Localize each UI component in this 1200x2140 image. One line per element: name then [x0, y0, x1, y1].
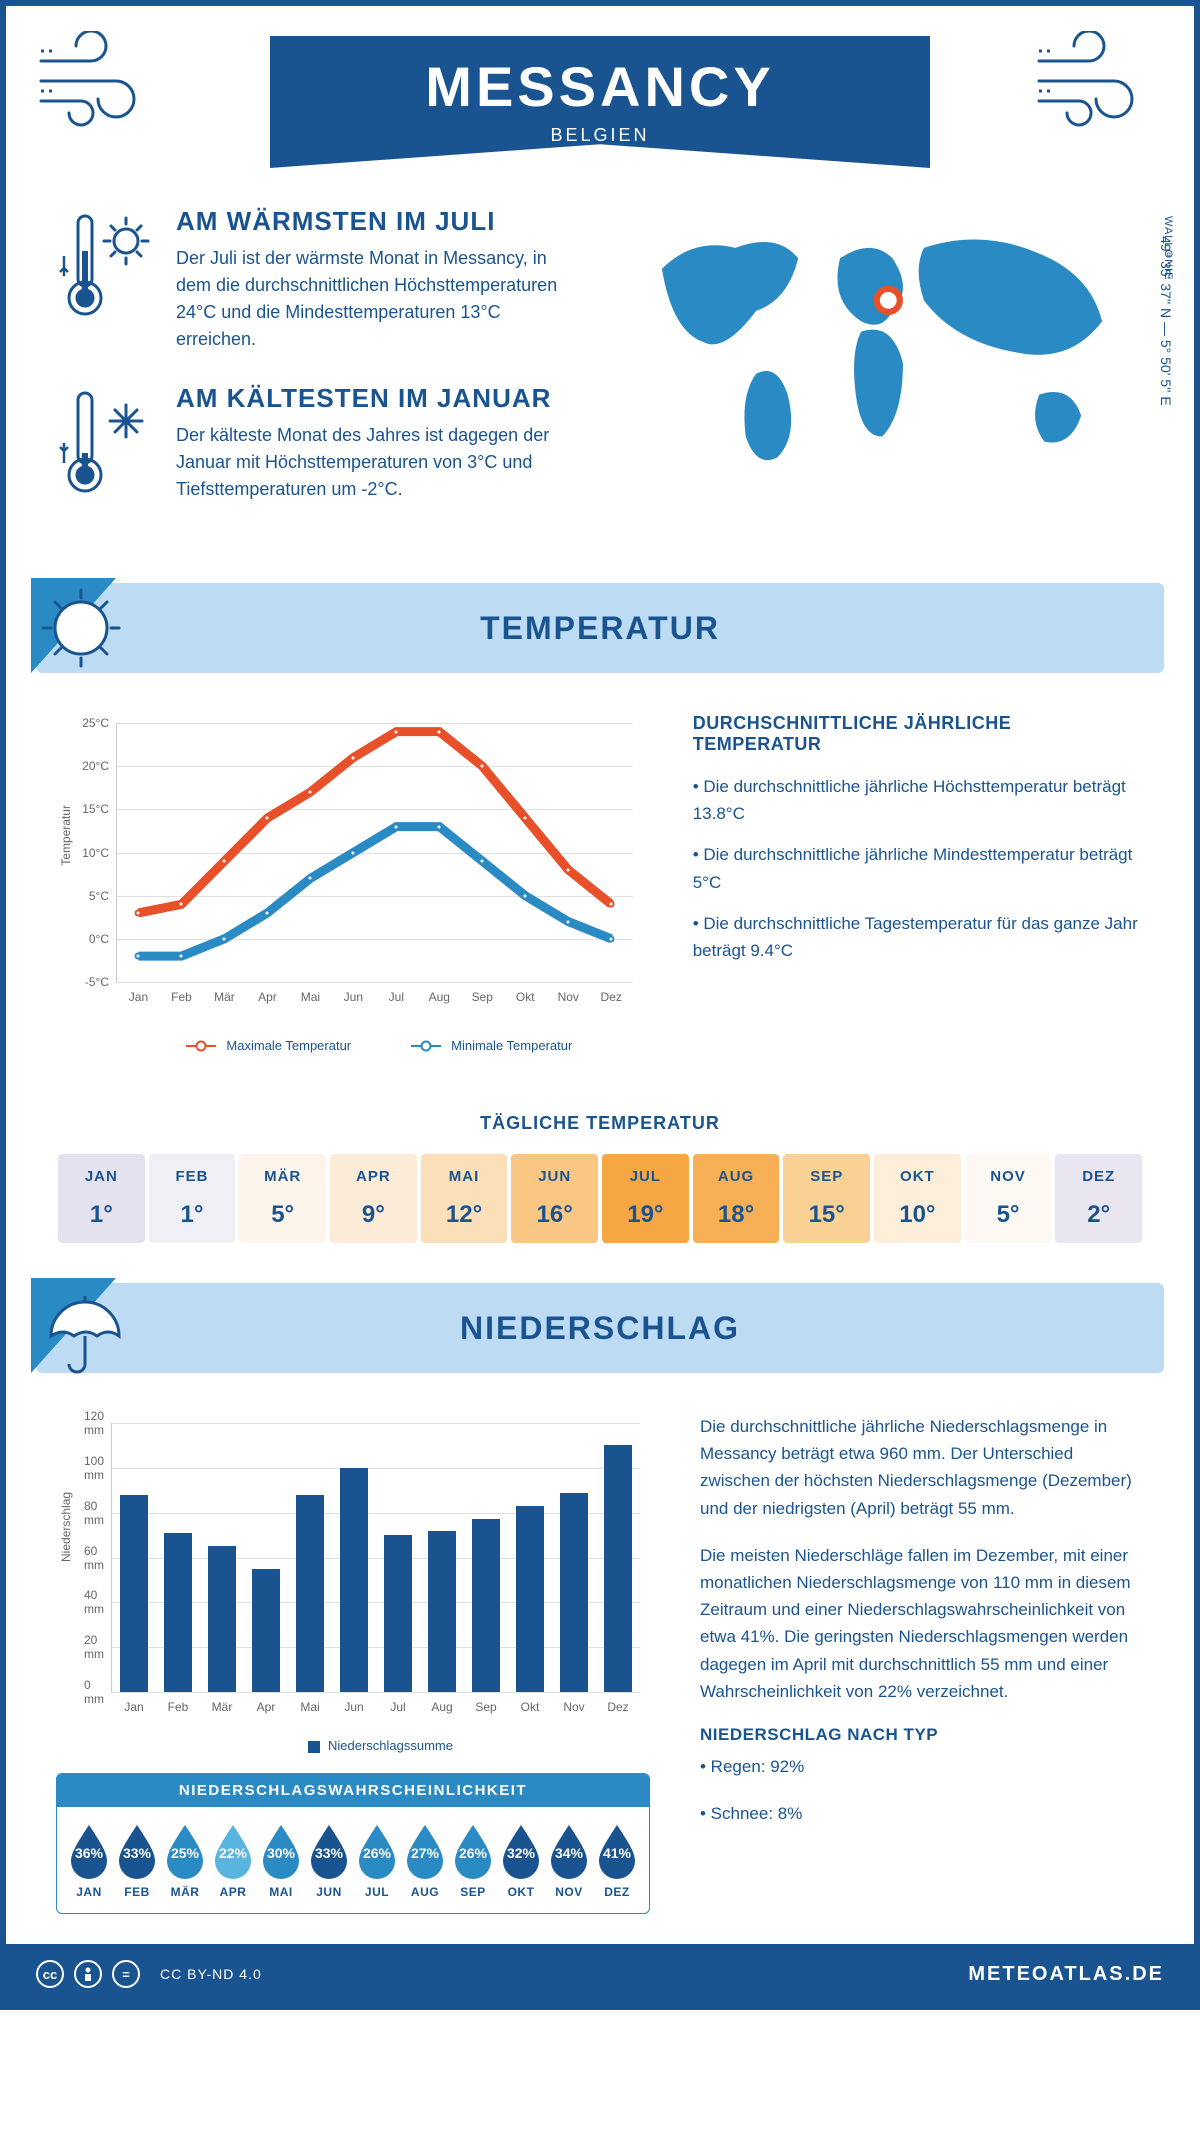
hot-fact: AM WÄRMSTEN IM JULI Der Juli ist der wär…: [56, 206, 580, 353]
precip-type: • Regen: 92%: [700, 1753, 1144, 1780]
footer: cc = CC BY-ND 4.0 METEOATLAS.DE: [6, 1944, 1194, 2004]
probability-cell: 22%APR: [209, 1821, 257, 1899]
legend-max: Maximale Temperatur: [186, 1038, 351, 1053]
nd-icon: =: [112, 1960, 140, 1988]
wind-icon: [1034, 31, 1164, 131]
probability-cell: 41%DEZ: [593, 1821, 641, 1899]
hot-fact-title: AM WÄRMSTEN IM JULI: [176, 206, 580, 237]
probability-cell: 26%SEP: [449, 1821, 497, 1899]
temp-fact: • Die durchschnittliche jährliche Höchst…: [693, 773, 1144, 827]
daily-temp-title: TÄGLICHE TEMPERATUR: [6, 1113, 1194, 1134]
thermometer-sun-icon: [56, 206, 156, 326]
y-axis-title: Niederschlag: [59, 1492, 73, 1562]
daily-temp-cell: APR9°: [330, 1154, 417, 1243]
bar-legend: Niederschlagssumme: [111, 1738, 650, 1753]
coordinates: 49° 35' 37'' N — 5° 50' 5'' E: [1158, 236, 1174, 406]
daily-temp-cell: NOV5°: [965, 1154, 1052, 1243]
thermometer-snow-icon: [56, 383, 156, 503]
license-text: CC BY-ND 4.0: [160, 1966, 262, 1982]
probability-cell: 25%MÄR: [161, 1821, 209, 1899]
cold-fact: AM KÄLTESTEN IM JANUAR Der kälteste Mona…: [56, 383, 580, 503]
page-subtitle: BELGIEN: [270, 125, 930, 146]
page-title: MESSANCY: [270, 54, 930, 119]
probability-box: NIEDERSCHLAGSWAHRSCHEINLICHKEIT 36%JAN33…: [56, 1773, 650, 1914]
probability-cell: 27%AUG: [401, 1821, 449, 1899]
daily-temp-cell: MÄR5°: [239, 1154, 326, 1243]
daily-temp-table: JAN1°FEB1°MÄR5°APR9°MAI12°JUN16°JUL19°AU…: [56, 1154, 1144, 1243]
precip-para: Die durchschnittliche jährliche Niedersc…: [700, 1413, 1144, 1522]
header: MESSANCY BELGIEN: [6, 6, 1194, 186]
daily-temp-cell: OKT10°: [874, 1154, 961, 1243]
temperature-chart: Temperatur -5°C0°C5°C10°C15°C20°C25°CJan…: [56, 713, 643, 1053]
precip-type: • Schnee: 8%: [700, 1800, 1144, 1827]
daily-temp-cell: JUL19°: [602, 1154, 689, 1243]
cc-icon: cc: [36, 1960, 64, 1988]
precipitation-chart: Niederschlag 0 mm20 mm40 mm60 mm80 mm100…: [56, 1413, 650, 1753]
section-title: TEMPERATUR: [480, 610, 720, 647]
y-axis-title: Temperatur: [59, 805, 73, 866]
site-name: METEOATLAS.DE: [968, 1963, 1164, 1986]
probability-cell: 34%NOV: [545, 1821, 593, 1899]
probability-title: NIEDERSCHLAGSWAHRSCHEINLICHKEIT: [57, 1774, 649, 1807]
probability-cell: 36%JAN: [65, 1821, 113, 1899]
probability-cell: 33%JUN: [305, 1821, 353, 1899]
daily-temp-cell: FEB1°: [149, 1154, 236, 1243]
precipitation-banner: NIEDERSCHLAG: [36, 1283, 1164, 1373]
by-icon: [74, 1960, 102, 1988]
title-banner: MESSANCY BELGIEN: [270, 36, 930, 168]
daily-temp-cell: SEP15°: [783, 1154, 870, 1243]
probability-cell: 32%OKT: [497, 1821, 545, 1899]
daily-temp-cell: JUN16°: [511, 1154, 598, 1243]
wind-icon: [36, 31, 166, 131]
precip-type-title: NIEDERSCHLAG NACH TYP: [700, 1725, 1144, 1745]
daily-temp-cell: JAN1°: [58, 1154, 145, 1243]
daily-temp-cell: DEZ2°: [1055, 1154, 1142, 1243]
legend-min: Minimale Temperatur: [411, 1038, 572, 1053]
probability-cell: 26%JUL: [353, 1821, 401, 1899]
temp-fact: • Die durchschnittliche jährliche Mindes…: [693, 841, 1144, 895]
umbrella-icon: [31, 1278, 141, 1388]
sun-icon: [31, 578, 141, 688]
daily-temp-cell: MAI12°: [421, 1154, 508, 1243]
temperature-banner: TEMPERATUR: [36, 583, 1164, 673]
world-map-icon: [620, 206, 1144, 486]
temp-facts-title: DURCHSCHNITTLICHE JÄHRLICHE TEMPERATUR: [693, 713, 1144, 755]
temp-fact: • Die durchschnittliche Tagestemperatur …: [693, 910, 1144, 964]
hot-fact-text: Der Juli ist der wärmste Monat in Messan…: [176, 245, 580, 353]
section-title: NIEDERSCHLAG: [460, 1310, 740, 1347]
probability-cell: 30%MAI: [257, 1821, 305, 1899]
cold-fact-title: AM KÄLTESTEN IM JANUAR: [176, 383, 580, 414]
precip-para: Die meisten Niederschläge fallen im Deze…: [700, 1542, 1144, 1705]
probability-cell: 33%FEB: [113, 1821, 161, 1899]
daily-temp-cell: AUG18°: [693, 1154, 780, 1243]
cold-fact-text: Der kälteste Monat des Jahres ist dagege…: [176, 422, 580, 503]
